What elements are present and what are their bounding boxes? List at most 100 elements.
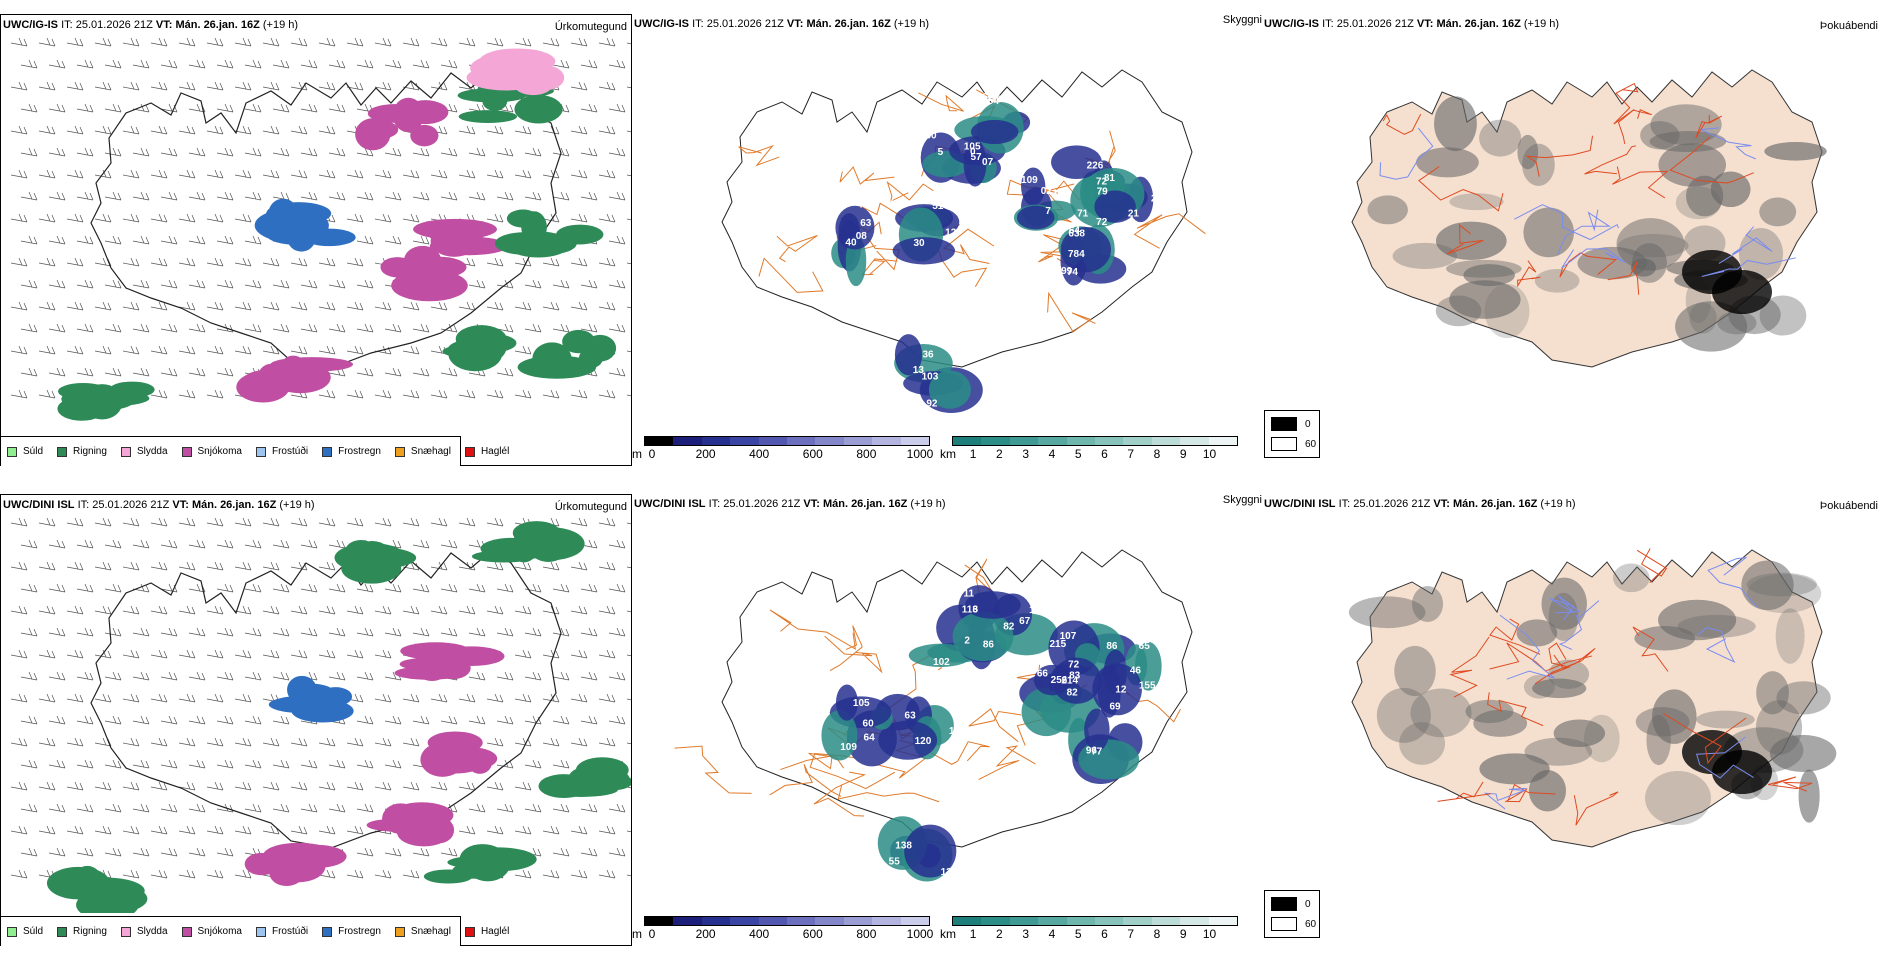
wind-barb	[66, 213, 84, 223]
wind-barb	[104, 235, 122, 245]
colorbar-tick: 7	[1127, 447, 1135, 461]
issue-time: 25.01.2026 21Z	[1336, 18, 1414, 30]
wind-barb	[272, 103, 290, 113]
wind-barb	[626, 566, 631, 569]
wind-barb	[608, 671, 626, 681]
road	[1613, 82, 1639, 125]
wind-barb	[188, 147, 206, 157]
wind-barb	[132, 627, 150, 637]
wind-barb	[458, 781, 476, 791]
colorbar-tick: 5	[1074, 927, 1082, 941]
wind-barb	[356, 191, 374, 201]
wind-barb	[524, 323, 542, 333]
lead-time: (+19 h)	[279, 499, 315, 511]
model-name: UWC/DINI ISL	[1264, 498, 1336, 510]
wind-barb	[496, 147, 514, 157]
wind-barb	[160, 759, 178, 769]
wind-barb	[10, 301, 28, 311]
colorbar-gradient	[952, 916, 1238, 926]
wind-barb	[76, 103, 94, 113]
fog-area	[1367, 195, 1408, 225]
colorbar-tick: 9	[1179, 927, 1187, 941]
wind-barb	[262, 125, 280, 135]
wind-barb	[430, 517, 448, 527]
wind-barb	[570, 213, 588, 223]
wind-barb	[76, 59, 94, 69]
wind-barb	[514, 561, 532, 571]
wind-barb	[608, 191, 626, 201]
wind-barb	[132, 803, 150, 813]
wind-barb	[328, 627, 346, 637]
wind-barb	[486, 737, 504, 747]
wind-barb	[598, 737, 616, 747]
river	[1558, 600, 1600, 650]
wind-barb	[412, 235, 430, 245]
wind-barb	[244, 627, 262, 637]
wind-barb	[104, 103, 122, 113]
wind-barb	[122, 517, 140, 527]
colorbar-unit: m	[632, 447, 642, 461]
wind-barb	[206, 81, 224, 91]
issue-time: 25.01.2026 21Z	[706, 18, 784, 30]
wind-barb	[76, 235, 94, 245]
visibility-value: 21	[1128, 208, 1140, 219]
wind-barb	[402, 781, 420, 791]
wind-barb	[328, 59, 346, 69]
road	[1636, 548, 1668, 584]
wind-barb	[356, 847, 374, 857]
variable-label: Þokuábendi	[1819, 500, 1878, 512]
fog-area	[1473, 709, 1528, 737]
wind-barb	[374, 389, 392, 399]
wind-barb	[188, 279, 206, 289]
fog-area	[1738, 227, 1784, 280]
wind-barb	[160, 59, 178, 69]
visibility-value: 62	[982, 92, 994, 103]
legend-swatch	[1271, 437, 1297, 451]
row-dini-isl: UWC/DINI ISL IT: 25.01.2026 21Z VT: Mán.…	[0, 494, 1900, 964]
wind-barb	[262, 345, 280, 355]
wind-barb	[94, 81, 112, 91]
wind-barb	[626, 174, 631, 177]
wind-barb	[94, 37, 112, 47]
wind-barb	[524, 715, 542, 725]
road	[1607, 261, 1640, 295]
wind-barb	[468, 671, 486, 681]
legend-swatch	[394, 446, 405, 457]
wind-barb	[412, 627, 430, 637]
precip-area	[514, 94, 563, 124]
road	[1517, 260, 1541, 288]
wind-barb	[178, 517, 196, 527]
precip-area	[109, 381, 155, 398]
wind-barb	[10, 869, 28, 879]
road	[769, 609, 856, 650]
wind-barb	[48, 583, 66, 593]
wind-barb	[10, 169, 28, 179]
visibility-value: 138	[895, 840, 912, 851]
visibility-value: 109	[1021, 175, 1038, 186]
wind-barb	[486, 825, 504, 835]
wind-barb	[150, 301, 168, 311]
wind-barb	[188, 627, 206, 637]
road	[1534, 647, 1596, 685]
fog-area	[1449, 280, 1521, 319]
wind-barb	[570, 869, 588, 879]
wind-barb	[272, 759, 290, 769]
wind-barb	[626, 610, 631, 613]
wind-barb	[356, 627, 374, 637]
road	[978, 745, 1036, 781]
wind-barb	[20, 235, 38, 245]
road	[964, 558, 995, 597]
visibility-value: 14	[1029, 605, 1041, 616]
issue-time: 25.01.2026 21Z	[1353, 498, 1431, 510]
precip-area	[532, 342, 572, 375]
wind-barb	[122, 257, 140, 267]
wind-barb	[542, 301, 560, 311]
visibility-area	[1094, 190, 1136, 223]
wind-barb	[244, 671, 262, 681]
river	[1696, 627, 1736, 663]
wind-barb	[48, 103, 66, 113]
wind-barb	[598, 561, 616, 571]
fog-area	[1394, 645, 1436, 697]
wind-barb	[626, 830, 631, 833]
precip-area	[57, 396, 106, 421]
